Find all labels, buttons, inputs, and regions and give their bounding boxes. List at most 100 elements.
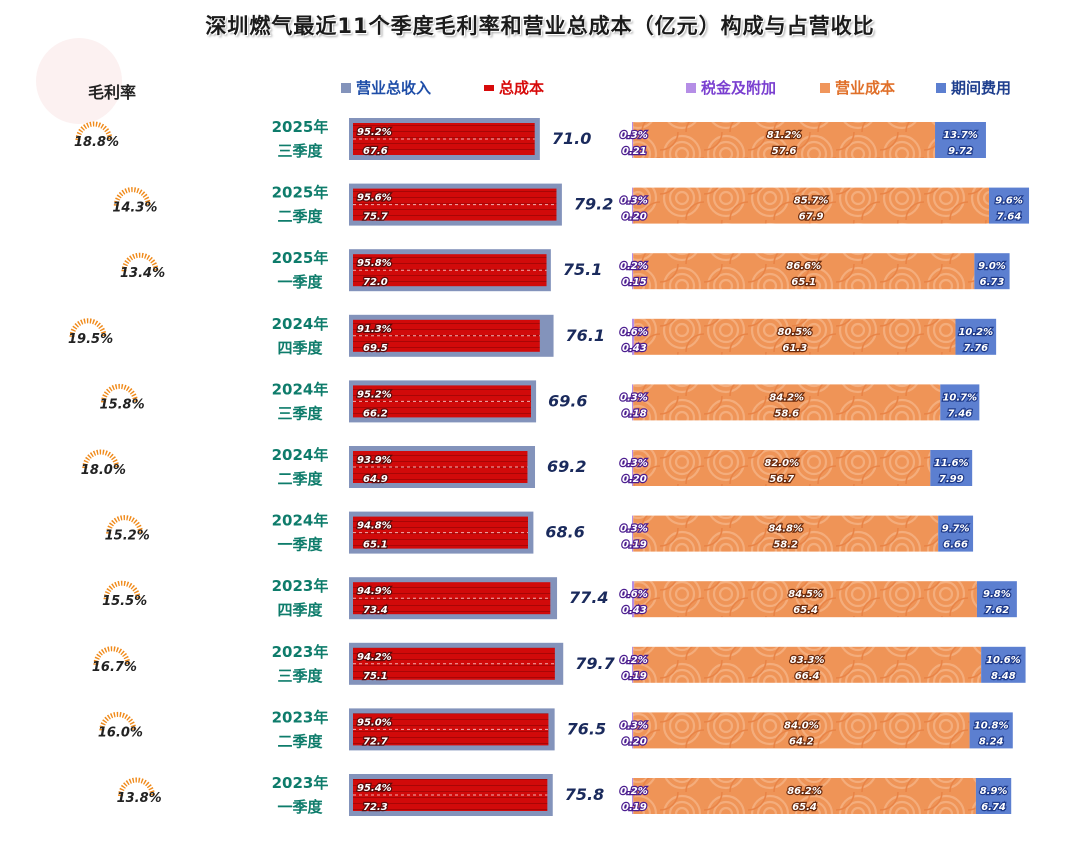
tax-segment-8 bbox=[632, 646, 634, 683]
legend-op-cost-label: 营业成本 bbox=[835, 79, 896, 97]
quarter-year-5: 2024年 bbox=[272, 446, 329, 464]
op-cost-segment-6 bbox=[633, 515, 939, 552]
gross-margin-arc-7 bbox=[103, 580, 141, 600]
tax-pct-label-7: 0.6% bbox=[620, 589, 648, 600]
gross-margin-label-5: 18.0% bbox=[81, 463, 126, 478]
gross-margin-label-7: 15.5% bbox=[102, 594, 147, 609]
legend-op-cost: 营业成本 bbox=[820, 77, 895, 98]
cost-value-label-9: 72.7 bbox=[363, 736, 388, 747]
gross-margin-label-4: 15.8% bbox=[100, 397, 145, 412]
legend-revenue: 营业总收入 bbox=[341, 77, 431, 98]
legend-op-cost-swatch bbox=[820, 82, 830, 93]
op-cost-value-label-8: 66.4 bbox=[795, 671, 820, 682]
expense-segment-0 bbox=[935, 122, 986, 158]
legend-expense-swatch bbox=[936, 82, 946, 93]
quarter-year-3: 2024年 bbox=[272, 315, 329, 333]
cost-pct-label-10: 95.4% bbox=[357, 783, 392, 794]
quarter-season-10: 一季度 bbox=[277, 798, 323, 816]
gross-margin-arc-6 bbox=[106, 515, 144, 534]
gross-margin-arc-9 bbox=[99, 711, 137, 731]
tax-value-label-8: 0.19 bbox=[622, 671, 647, 682]
tax-value-label-4: 0.18 bbox=[622, 408, 647, 419]
tax-pct-label-2: 0.2% bbox=[620, 261, 648, 272]
cost-value-label-10: 72.3 bbox=[363, 802, 388, 813]
tax-pct-label-5: 0.3% bbox=[620, 458, 648, 469]
gross-margin-label-0: 18.8% bbox=[74, 135, 119, 150]
tax-segment-6 bbox=[632, 515, 634, 552]
expense-value-label-6: 6.66 bbox=[943, 540, 968, 551]
op-cost-value-label-0: 57.6 bbox=[772, 146, 797, 157]
op-cost-value-label-5: 56.7 bbox=[769, 474, 794, 485]
expense-segment-8 bbox=[981, 646, 1026, 683]
legend-revenue-label: 营业总收入 bbox=[356, 79, 432, 97]
cost-value-label-8: 75.1 bbox=[363, 671, 388, 682]
op-cost-pct-label-1: 85.7% bbox=[794, 196, 829, 207]
revenue-value-0: 71.0 bbox=[552, 129, 591, 148]
gross-margin-arc-3 bbox=[69, 318, 107, 337]
quarter-year-9: 2023年 bbox=[272, 708, 329, 726]
quarter-season-3: 四季度 bbox=[277, 339, 323, 357]
tax-segment-10 bbox=[632, 778, 634, 814]
quarter-season-2: 一季度 bbox=[277, 273, 323, 291]
quarter-year-2: 2025年 bbox=[272, 249, 329, 267]
expense-value-label-10: 6.74 bbox=[981, 802, 1006, 813]
expense-pct-label-9: 10.8% bbox=[974, 720, 1009, 731]
op-cost-pct-label-7: 84.5% bbox=[788, 589, 823, 600]
op-cost-pct-label-3: 80.5% bbox=[778, 327, 813, 338]
expense-pct-label-1: 9.6% bbox=[995, 196, 1023, 207]
op-cost-value-label-2: 65.1 bbox=[791, 277, 816, 288]
cost-value-label-2: 72.0 bbox=[363, 277, 388, 288]
cost-pct-label-6: 94.8% bbox=[357, 521, 392, 532]
gross-margin-header: 毛利率 bbox=[88, 83, 137, 102]
cost-pct-label-4: 95.2% bbox=[357, 389, 392, 400]
gross-margin-label-6: 15.2% bbox=[105, 529, 150, 544]
op-cost-pct-label-2: 86.6% bbox=[786, 261, 821, 272]
gross-margin-arc-0 bbox=[75, 121, 113, 141]
op-cost-segment-8 bbox=[633, 646, 982, 683]
expense-segment-1 bbox=[988, 187, 1030, 224]
legend-tax: 税金及附加 bbox=[686, 77, 776, 98]
logo-watermark bbox=[36, 38, 122, 124]
cost-pct-label-1: 95.6% bbox=[357, 193, 392, 204]
gross-margin-label-10: 13.8% bbox=[117, 791, 162, 806]
cost-pct-label-9: 95.0% bbox=[357, 717, 392, 728]
op-cost-segment-2 bbox=[633, 253, 975, 290]
revenue-value-3: 76.1 bbox=[566, 326, 605, 345]
gross-margin-arc-1 bbox=[113, 187, 151, 206]
op-cost-segment-5 bbox=[633, 450, 931, 486]
expense-segment-4 bbox=[940, 384, 980, 421]
legend-tax-label: 税金及附加 bbox=[701, 79, 777, 97]
legend-expense-label: 期间费用 bbox=[951, 79, 1012, 97]
quarter-season-1: 二季度 bbox=[277, 208, 323, 226]
cost-pct-label-7: 94.9% bbox=[357, 586, 392, 597]
tax-segment-2 bbox=[632, 253, 634, 290]
op-cost-value-label-9: 64.2 bbox=[789, 736, 814, 747]
revenue-value-6: 68.6 bbox=[545, 523, 584, 542]
tax-value-label-7: 0.43 bbox=[622, 605, 647, 616]
expense-value-label-1: 7.64 bbox=[997, 212, 1022, 223]
tax-pct-label-3: 0.6% bbox=[620, 327, 648, 338]
cost-value-label-5: 64.9 bbox=[363, 474, 388, 485]
quarter-year-6: 2024年 bbox=[272, 512, 329, 530]
legend-revenue-swatch bbox=[341, 82, 351, 93]
tax-value-label-10: 0.19 bbox=[622, 802, 647, 813]
tax-pct-label-4: 0.3% bbox=[620, 392, 648, 403]
revenue-value-1: 79.2 bbox=[574, 195, 613, 214]
op-cost-pct-label-0: 81.2% bbox=[767, 130, 802, 141]
expense-pct-label-3: 10.2% bbox=[958, 327, 993, 338]
tax-value-label-1: 0.20 bbox=[622, 212, 647, 223]
revenue-value-7: 77.4 bbox=[569, 588, 608, 607]
legend-total-cost: 总成本 bbox=[484, 77, 544, 98]
expense-segment-6 bbox=[938, 515, 974, 552]
gross-margin-arc-4 bbox=[101, 383, 139, 403]
tax-segment-7 bbox=[632, 581, 635, 618]
expense-value-label-2: 6.73 bbox=[980, 277, 1005, 288]
tax-segment-1 bbox=[632, 187, 634, 224]
op-cost-pct-label-9: 84.0% bbox=[784, 720, 819, 731]
expense-value-label-4: 7.46 bbox=[947, 408, 972, 419]
gross-margin-label-8: 16.7% bbox=[92, 660, 137, 675]
tax-pct-label-10: 0.2% bbox=[620, 786, 648, 797]
legend-tax-swatch bbox=[686, 82, 696, 93]
revenue-value-4: 69.6 bbox=[548, 391, 587, 410]
tax-segment-5 bbox=[632, 450, 634, 486]
